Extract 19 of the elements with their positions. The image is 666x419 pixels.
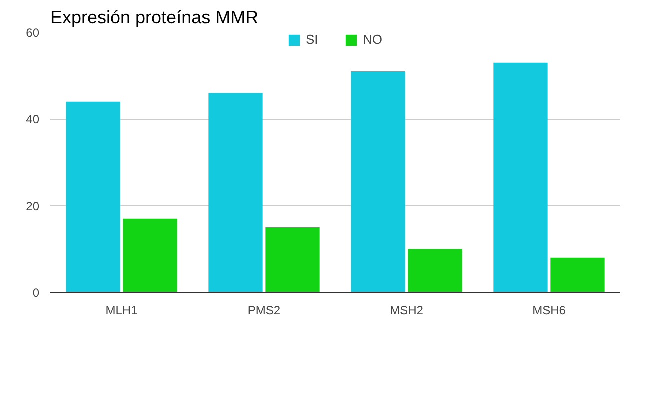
bar	[66, 102, 120, 292]
legend-label: SI	[306, 32, 320, 47]
bar	[494, 62, 548, 292]
bar	[351, 72, 406, 292]
bar	[266, 228, 320, 292]
chart-title: Expresión proteínas MMR	[50, 8, 259, 28]
bar	[208, 93, 263, 292]
y-tick-label: 60	[26, 26, 40, 40]
bar	[550, 258, 605, 292]
bar	[408, 249, 462, 292]
x-tick-label: PMS2	[248, 304, 281, 318]
y-tick-label: 40	[26, 112, 40, 127]
x-tick-label: MSH6	[532, 304, 566, 318]
y-tick-label: 20	[26, 199, 40, 214]
y-tick-label: 0	[32, 286, 40, 300]
legend-label: NO	[363, 32, 383, 47]
bar	[123, 218, 178, 292]
x-tick-label: MSH2	[390, 304, 424, 318]
x-tick-label: MLH1	[106, 304, 138, 318]
